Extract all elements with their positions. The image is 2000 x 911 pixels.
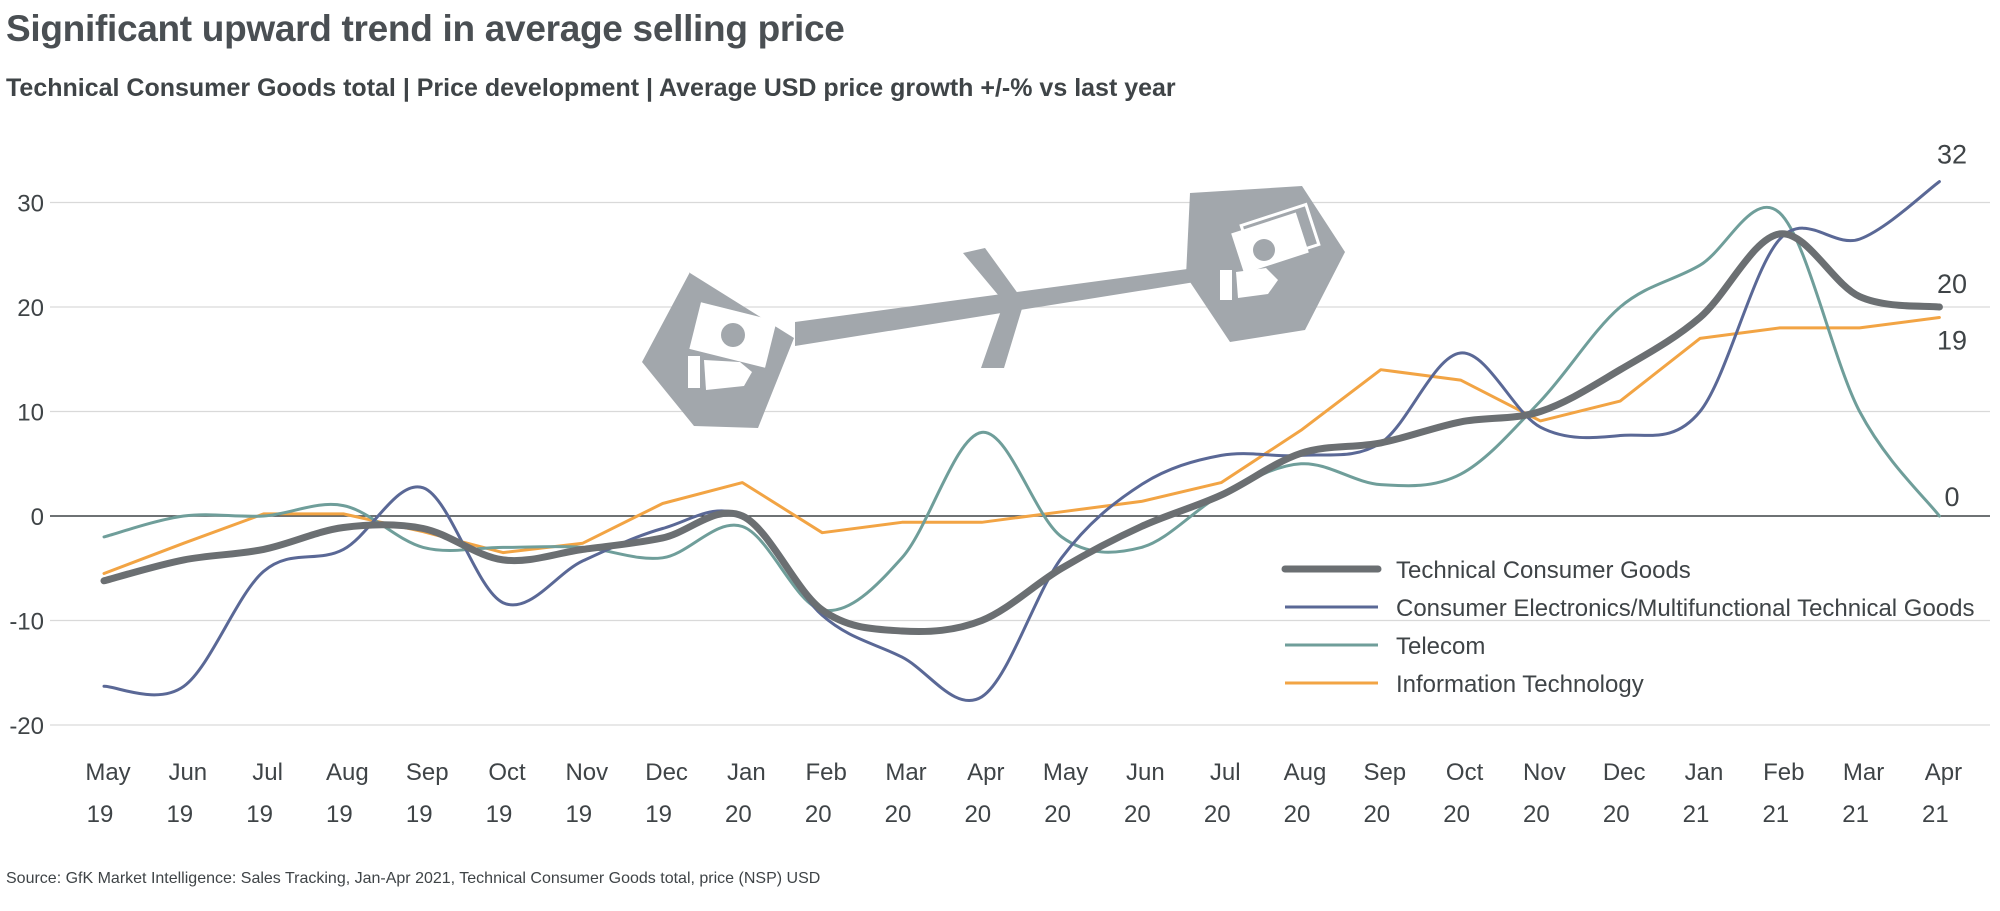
x-tick-month: Dec — [1603, 759, 1646, 786]
x-tick-year: 21 — [1762, 801, 1789, 828]
source-note: Source: GfK Market Intelligence: Sales T… — [6, 870, 821, 887]
series-line-telecom — [102, 205, 1941, 613]
x-tick-month: Nov — [565, 759, 608, 786]
x-tick-month: Aug — [326, 759, 369, 786]
x-tick-month: Oct — [1446, 759, 1484, 786]
x-tick-month: Aug — [1284, 759, 1327, 786]
x-tick-month: Mar — [885, 759, 926, 786]
x-tick-year: 20 — [1044, 801, 1071, 828]
x-tick-month: Apr — [1925, 759, 1962, 786]
series-line-tcg — [100, 230, 1943, 636]
x-tick-month: Jul — [252, 759, 283, 786]
end-label: 20 — [1937, 269, 1967, 299]
y-tick-label: -20 — [9, 713, 44, 740]
x-tick-year: 20 — [1204, 801, 1231, 828]
x-axis-ticks: May 19 Jun 19 Jul 19 Aug 19 Sep 19 Oct 19 Nov 19 Dec 19… — [85, 759, 1962, 828]
x-tick-year: 20 — [1284, 801, 1311, 828]
price-growth-illustration — [642, 186, 1345, 428]
legend: Technical Consumer Goods Consumer Electr… — [1281, 557, 1975, 698]
x-tick-year: 21 — [1842, 801, 1869, 828]
series-line-it — [102, 316, 1941, 575]
x-tick-month: May — [85, 759, 130, 786]
y-tick-label: 30 — [17, 191, 44, 218]
legend-label-telecom: Telecom — [1396, 633, 1485, 660]
y-tick-label: 10 — [17, 400, 44, 427]
x-tick-month: Apr — [967, 759, 1004, 786]
y-tick-label: 20 — [17, 295, 44, 322]
x-tick-month: Jan — [727, 759, 766, 786]
x-tick-month: Oct — [488, 759, 526, 786]
x-tick-year: 20 — [1363, 801, 1390, 828]
y-axis-ticks: -20 -10 0 10 20 30 — [9, 191, 44, 741]
x-tick-month: Feb — [1763, 759, 1804, 786]
x-tick-year: 19 — [246, 801, 273, 828]
x-tick-year: 19 — [166, 801, 193, 828]
x-tick-month: Jun — [168, 759, 207, 786]
x-tick-year: 19 — [565, 801, 592, 828]
money-hand-icon-right — [1186, 186, 1345, 342]
x-tick-year: 19 — [645, 801, 672, 828]
line-chart: -20 -10 0 10 20 30 May 19 Jun 19 Jul 19 Aug 19 Sep 19 O… — [9, 140, 1990, 828]
x-tick-month: Jul — [1210, 759, 1241, 786]
series-line-ce — [102, 180, 1941, 702]
arrow-feather — [963, 248, 1024, 368]
x-tick-year: 20 — [964, 801, 991, 828]
money-hand-icon-left — [642, 272, 794, 428]
legend-label-tcg: Technical Consumer Goods — [1396, 557, 1691, 584]
x-tick-year: 19 — [87, 801, 114, 828]
end-label: 0 — [1944, 482, 1959, 512]
x-tick-month: May — [1043, 759, 1088, 786]
x-tick-year: 21 — [1922, 801, 1949, 828]
y-tick-label: 0 — [31, 504, 44, 531]
x-tick-year: 20 — [1443, 801, 1470, 828]
x-tick-month: Jan — [1685, 759, 1724, 786]
x-tick-year: 19 — [406, 801, 433, 828]
x-tick-month: Jun — [1126, 759, 1165, 786]
end-value-labels: 32 20 19 0 — [1937, 140, 1967, 512]
x-tick-month: Sep — [1363, 759, 1406, 786]
x-tick-year: 20 — [885, 801, 912, 828]
chart-subtitle: Technical Consumer Goods total | Price d… — [6, 74, 1176, 102]
x-tick-year: 20 — [1523, 801, 1550, 828]
gridlines — [50, 201, 1990, 726]
chart-title: Significant upward trend in average sell… — [6, 8, 845, 49]
legend-label-it: Information Technology — [1396, 671, 1644, 698]
x-tick-year: 21 — [1683, 801, 1710, 828]
x-tick-month: Dec — [645, 759, 688, 786]
x-tick-year: 20 — [725, 801, 752, 828]
legend-label-ce: Consumer Electronics/Multifunctional Tec… — [1396, 595, 1975, 622]
x-tick-year: 19 — [326, 801, 353, 828]
arrow-shaft — [795, 268, 1195, 346]
y-tick-label: -10 — [9, 609, 44, 636]
x-tick-year: 20 — [1603, 801, 1630, 828]
x-tick-year: 20 — [1124, 801, 1151, 828]
x-tick-month: Mar — [1843, 759, 1884, 786]
x-tick-month: Sep — [406, 759, 449, 786]
x-tick-year: 20 — [805, 801, 832, 828]
series-lines — [100, 180, 1943, 702]
x-tick-year: 19 — [486, 801, 513, 828]
x-tick-month: Feb — [806, 759, 847, 786]
end-label: 32 — [1937, 140, 1967, 170]
x-tick-month: Nov — [1523, 759, 1566, 786]
end-label: 19 — [1937, 325, 1967, 355]
